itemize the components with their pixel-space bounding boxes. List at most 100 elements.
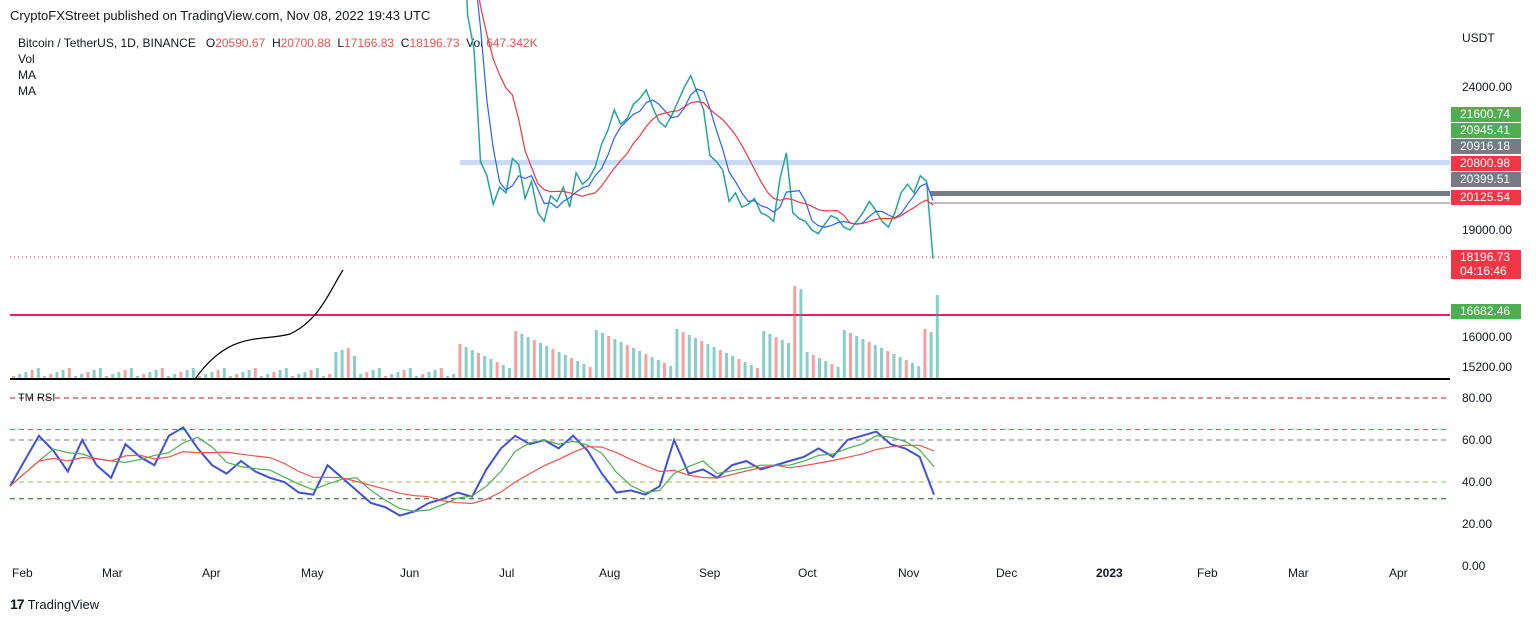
volume-bar (328, 374, 332, 378)
rsi-tick-label: 0.00 (1462, 559, 1486, 573)
rsi-ma-slow-line (9, 444, 935, 505)
volume-bar (49, 374, 53, 378)
volume-bar (892, 354, 896, 378)
legend-ma-2[interactable]: MA (18, 84, 36, 98)
rsi-indicator-title[interactable]: TM RSI (18, 392, 56, 404)
volume-bar (315, 368, 319, 378)
volume-bar (464, 347, 468, 378)
volume-bar (743, 362, 747, 378)
volume-bar (396, 372, 400, 378)
volume-bar (111, 374, 115, 378)
volume-bar (154, 370, 158, 378)
price-label-box (1451, 250, 1521, 265)
volume-bar (415, 376, 418, 378)
volume-bar (353, 356, 356, 378)
volume-bar (725, 353, 728, 378)
volume-bar (923, 329, 927, 378)
volume-bar (377, 368, 381, 378)
volume-bar (266, 374, 270, 378)
volume-bar (607, 336, 611, 378)
volume-bar (427, 372, 431, 378)
x-tick-label: Jul (499, 566, 514, 580)
volume-bar (830, 364, 834, 378)
volume-bar (105, 376, 108, 378)
resistance-zone (460, 160, 1450, 165)
volume-bar (477, 353, 480, 378)
volume-bar (322, 376, 325, 378)
volume-bar (98, 368, 102, 378)
volume-bar (55, 372, 59, 378)
volume-bar (818, 358, 821, 378)
volume-bar (148, 372, 152, 378)
volume-bar (408, 368, 412, 378)
low-label: L (337, 36, 345, 50)
x-tick-label: Apr (202, 566, 221, 580)
volume-bar (24, 372, 28, 378)
high-label: H (271, 36, 281, 50)
volume-bar (198, 376, 201, 378)
symbol-label: Bitcoin / TetherUS, 1D, BINANCE (18, 36, 196, 50)
rsi-line (9, 426, 935, 517)
volume-bar (861, 339, 865, 378)
volume-bar (514, 331, 518, 378)
volume-bar (260, 376, 263, 378)
volume-bar (718, 350, 722, 378)
volume-bar (625, 345, 629, 378)
volume-bar (191, 368, 195, 378)
volume-bar (30, 370, 34, 378)
volume-bar (880, 348, 883, 378)
x-tick-label: Sep (699, 566, 721, 580)
price-label-box (1451, 156, 1521, 171)
price-label-box (1451, 123, 1521, 138)
price-label-text: 16682.46 (1460, 304, 1510, 318)
volume-bar (36, 368, 40, 378)
price-label-text: 21600.74 (1460, 107, 1510, 121)
volume-bar (656, 360, 660, 378)
volume-bar (873, 345, 877, 378)
x-tick-label: Nov (898, 566, 919, 580)
rsi-tick-label: 80.00 (1462, 391, 1492, 405)
volume-bar (160, 368, 164, 378)
publisher-header: CryptoFXStreet published on TradingView.… (10, 8, 431, 23)
price-tick-label: 24000.00 (1462, 80, 1512, 94)
volume-bar (917, 366, 921, 378)
volume-bar (359, 374, 363, 378)
volume-bar (346, 348, 350, 378)
price-label-text: 20125.54 (1460, 190, 1510, 204)
volume-bar (737, 359, 741, 378)
rsi-tick-label: 60.00 (1462, 433, 1492, 447)
volume-bar (756, 368, 759, 378)
volume-bar (749, 365, 753, 378)
footer-brand-text: TradingView (27, 596, 100, 612)
close-value: 18196.73 (409, 36, 460, 50)
volume-bar (136, 376, 139, 378)
volume-bar (644, 354, 648, 378)
volume-bar (210, 372, 214, 378)
volume-bar (935, 295, 939, 378)
volume-bar (687, 335, 691, 378)
volume-bar (849, 333, 852, 378)
volume-bar (216, 370, 220, 378)
price-label-text: 20945.41 (1460, 123, 1510, 137)
legend-ma-1[interactable]: MA (18, 68, 36, 82)
volume-bar (67, 368, 71, 378)
volume-bar (532, 340, 536, 378)
volume-bar (842, 330, 846, 378)
ma-slow-line (478, 0, 934, 225)
volume-bar (929, 332, 933, 378)
volume-bar (92, 370, 96, 378)
volume-bar (886, 351, 890, 378)
volume-bar (594, 330, 598, 378)
rsi-tick-label: 20.00 (1462, 517, 1492, 531)
price-label-text: 20800.98 (1460, 156, 1510, 170)
chart-legend: Bitcoin / TetherUS, 1D, BINANCE O20590.6… (18, 35, 538, 99)
legend-vol[interactable]: Vol (18, 52, 35, 66)
volume-bar (675, 329, 679, 378)
volume-bar (371, 370, 375, 378)
volume-bar (309, 370, 313, 378)
price-label-text: 20916.18 (1460, 139, 1510, 153)
x-tick-label: Feb (1197, 566, 1218, 580)
x-tick-label: Mar (102, 566, 123, 580)
x-tick-label: May (301, 566, 324, 580)
